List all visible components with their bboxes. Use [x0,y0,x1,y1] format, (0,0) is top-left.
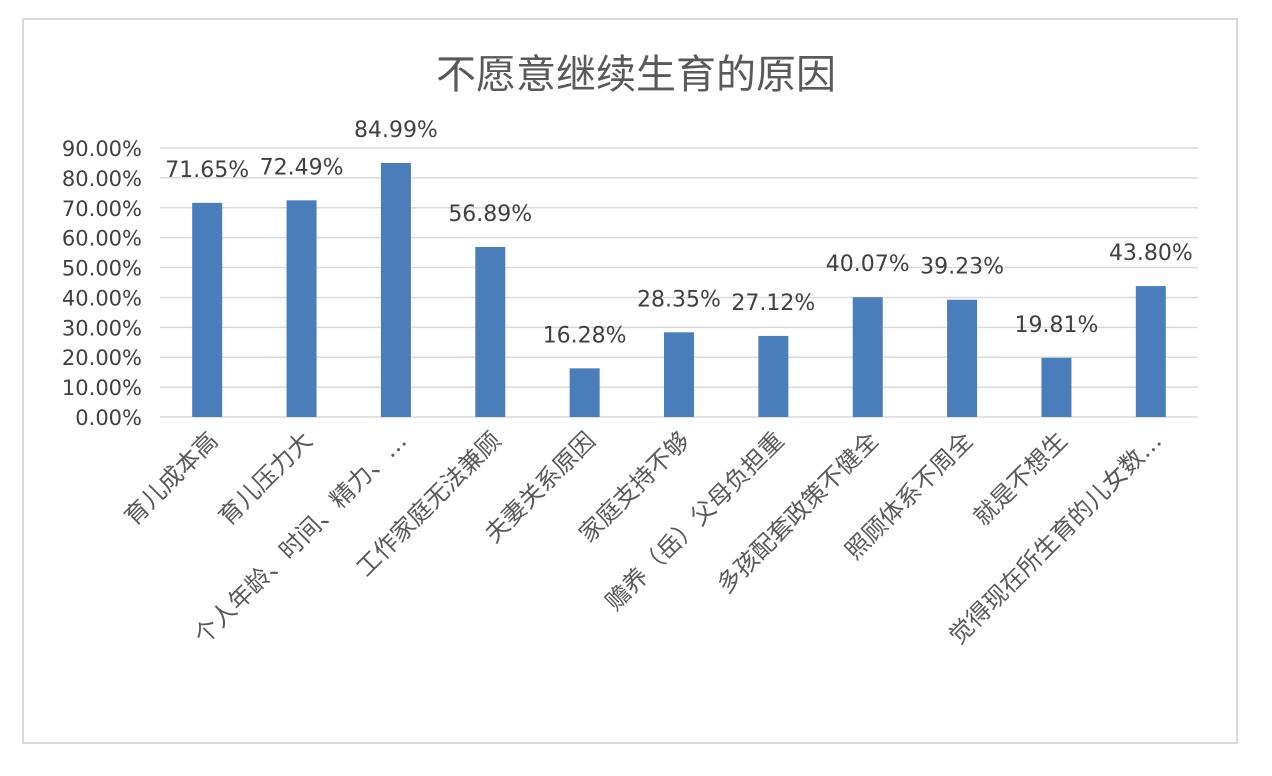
bar [947,299,978,417]
data-label: 28.35% [637,287,721,312]
y-tick-label: 60.00% [62,227,142,251]
y-tick-label: 90.00% [62,137,142,161]
y-tick-label: 0.00% [75,406,142,430]
bar [758,335,789,417]
data-label: 43.80% [1109,241,1193,266]
bar [192,202,223,417]
y-tick-label: 50.00% [62,257,142,281]
bar [475,246,506,417]
bar [380,162,411,417]
bar [852,297,883,417]
data-label: 40.07% [826,252,910,277]
data-label: 19.81% [1015,313,1099,338]
bar [569,368,600,417]
chart-title: 不愿意继续生育的原因 [436,52,836,98]
data-label: 39.23% [920,255,1004,280]
data-label: 56.89% [448,202,532,227]
x-tick-label: 育儿成本高 [119,426,224,531]
y-tick-label: 80.00% [62,167,142,191]
bar [1135,286,1166,417]
bar [1041,357,1072,417]
bar [286,200,317,417]
y-tick-label: 30.00% [62,316,142,340]
chart-frame [22,18,1238,744]
data-label: 16.28% [543,323,627,348]
y-tick-label: 10.00% [62,376,142,400]
y-tick-label: 40.00% [62,286,142,310]
data-label: 72.49% [260,155,344,180]
data-label: 27.12% [731,291,815,316]
y-tick-label: 70.00% [62,197,142,221]
x-tick-label: 多孩配套政策不健全 [711,426,884,599]
bar [664,332,694,417]
data-label: 84.99% [354,118,438,143]
y-tick-label: 20.00% [62,346,142,370]
x-tick-label: 赡养（岳）父母负担重 [600,426,790,616]
data-label: 71.65% [165,158,249,183]
